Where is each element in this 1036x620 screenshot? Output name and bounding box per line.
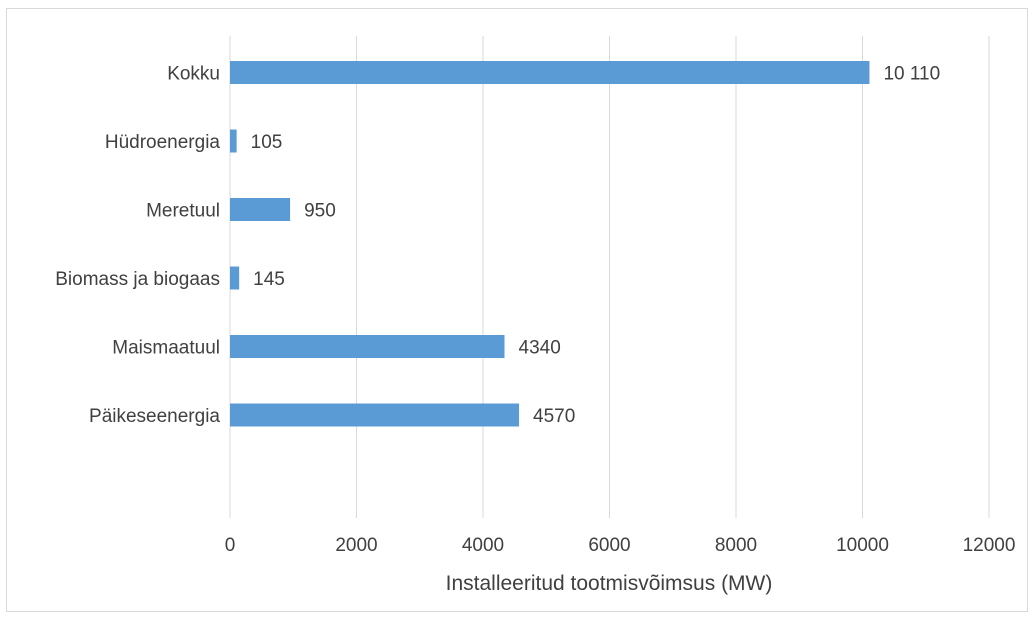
x-tick-label: 12000 — [963, 535, 1016, 556]
bar — [230, 403, 520, 427]
x-tick-label: 10000 — [836, 535, 889, 556]
category-label: Hüdroenergia — [105, 132, 221, 153]
x-axis-title: Installeeritud tootmisvõimsus (MW) — [446, 572, 773, 595]
bar — [230, 198, 291, 221]
data-label: 10 110 — [883, 64, 940, 85]
x-tick-label: 4000 — [462, 535, 504, 556]
bar — [230, 335, 505, 358]
bar — [230, 266, 240, 290]
bars — [230, 61, 870, 427]
data-label: 4570 — [533, 406, 575, 427]
x-tick-labels: 0 2000 4000 6000 8000 10000 12000 — [225, 535, 1016, 556]
data-label: 950 — [304, 201, 336, 222]
chart-frame — [6, 8, 1028, 612]
category-label: Kokku — [167, 64, 220, 85]
x-tick-label: 8000 — [715, 535, 757, 556]
category-label: Biomass ja biogaas — [55, 269, 220, 290]
category-label: Meretuul — [146, 201, 220, 222]
category-label: Päikeseenergia — [89, 406, 220, 427]
x-tick-label: 6000 — [588, 535, 630, 556]
bar — [230, 61, 870, 84]
data-label: 145 — [253, 269, 285, 290]
data-label: 105 — [251, 132, 283, 153]
bar — [230, 129, 237, 153]
category-label: Maismaatuul — [112, 338, 220, 359]
x-tick-label: 2000 — [335, 535, 377, 556]
category-labels: Kokku Hüdroenergia Meretuul Biomass ja biog… — [55, 64, 220, 428]
gridlines — [229, 36, 990, 518]
data-labels: 10 110 105 950 145 4340 4570 — [251, 64, 941, 428]
data-label: 4340 — [519, 338, 561, 359]
x-tick-label: 0 — [225, 535, 236, 556]
